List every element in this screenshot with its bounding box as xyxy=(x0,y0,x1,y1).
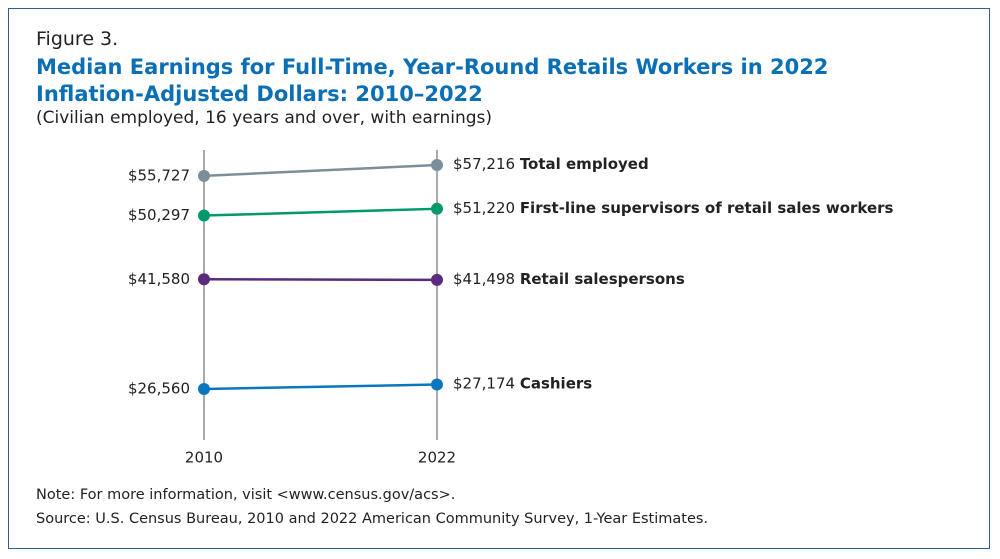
point xyxy=(198,209,210,222)
series-name: Cashiers xyxy=(520,374,592,392)
right-label: $57,216 Total employed xyxy=(453,155,649,173)
point xyxy=(431,159,443,171)
value-label: $41,498 xyxy=(453,269,515,287)
value-label: $57,216 xyxy=(453,155,515,173)
point xyxy=(431,273,443,286)
source: Source: U.S. Census Bureau, 2010 and 202… xyxy=(36,511,709,527)
slope-line xyxy=(203,383,438,391)
value-label: $50,297 xyxy=(128,206,190,224)
value-label: $41,580 xyxy=(128,270,190,288)
point xyxy=(198,169,210,182)
value-label: $27,174 xyxy=(453,374,515,392)
note: Note: For more information, visit <www.c… xyxy=(36,487,456,503)
point xyxy=(431,202,443,215)
right-label: $27,174 Cashiers xyxy=(453,374,592,392)
slope-line xyxy=(203,278,438,282)
chart-subtitle: (Civilian employed, 16 years and over, w… xyxy=(36,108,493,128)
chart-title: Median Earnings for Full-Time, Year-Roun… xyxy=(36,55,829,106)
value-label: $55,727 xyxy=(128,166,190,184)
slope-line xyxy=(203,207,438,217)
point xyxy=(198,273,210,286)
x-tick-label: 2010 xyxy=(185,449,223,467)
x-tick-label: 2022 xyxy=(418,449,456,467)
point xyxy=(431,378,443,391)
right-label: $41,498 Retail salespersons xyxy=(453,269,685,287)
point xyxy=(198,383,210,395)
value-label: $51,220 xyxy=(453,198,515,216)
slope-line xyxy=(203,163,438,178)
right-label: $51,220 First-line supervisors of retail… xyxy=(453,198,894,216)
frame xyxy=(8,8,990,549)
value-label: $26,560 xyxy=(128,380,190,398)
series-name: Retail salespersons xyxy=(520,269,685,287)
series-name: First-line supervisors of retail sales w… xyxy=(520,198,894,216)
series-name: Total employed xyxy=(520,155,649,173)
figure-label: Figure 3. xyxy=(36,28,119,50)
